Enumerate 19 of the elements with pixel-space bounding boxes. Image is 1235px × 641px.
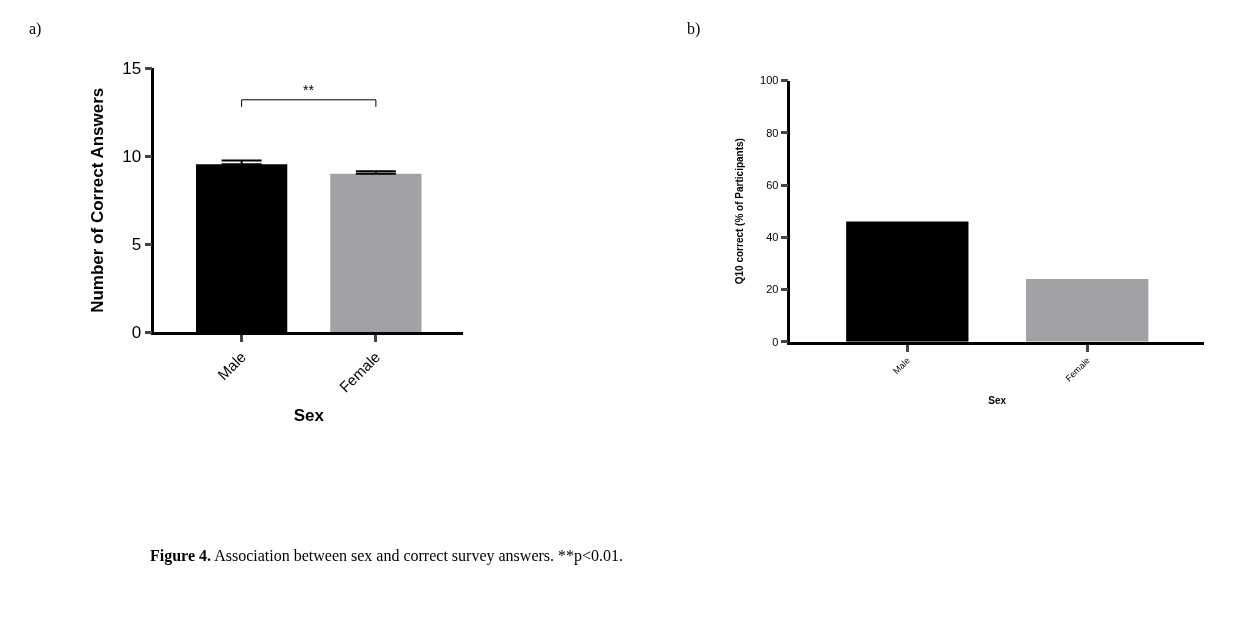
y-tick-label: 60: [766, 178, 779, 191]
text: a): [29, 20, 42, 38]
x-tick-label: Male: [891, 355, 912, 377]
caption: Figure 4. Association between sex and correct survey answers. **p<0.01.: [150, 547, 624, 565]
y-tick-label: 20: [766, 283, 779, 296]
y-tick-label: 10: [122, 147, 142, 167]
y-axis-title: Q10 correct (% of Participants): [734, 138, 746, 285]
y-tick-label: 15: [122, 59, 142, 79]
y-tick-label: 5: [131, 235, 142, 255]
y-tick-label: 0: [772, 335, 779, 348]
y-tick-label: 0: [131, 323, 142, 343]
text: b): [687, 20, 701, 38]
y-axis-title: Number of Correct Answers: [87, 87, 107, 313]
y-tick-label: 100: [760, 74, 779, 87]
x-axis-title: Sex: [293, 405, 325, 425]
annotation: **: [303, 82, 315, 98]
y-tick-label: 40: [766, 231, 779, 244]
x-axis-title: Sex: [988, 395, 1007, 407]
y-tick-label: 80: [766, 126, 779, 139]
